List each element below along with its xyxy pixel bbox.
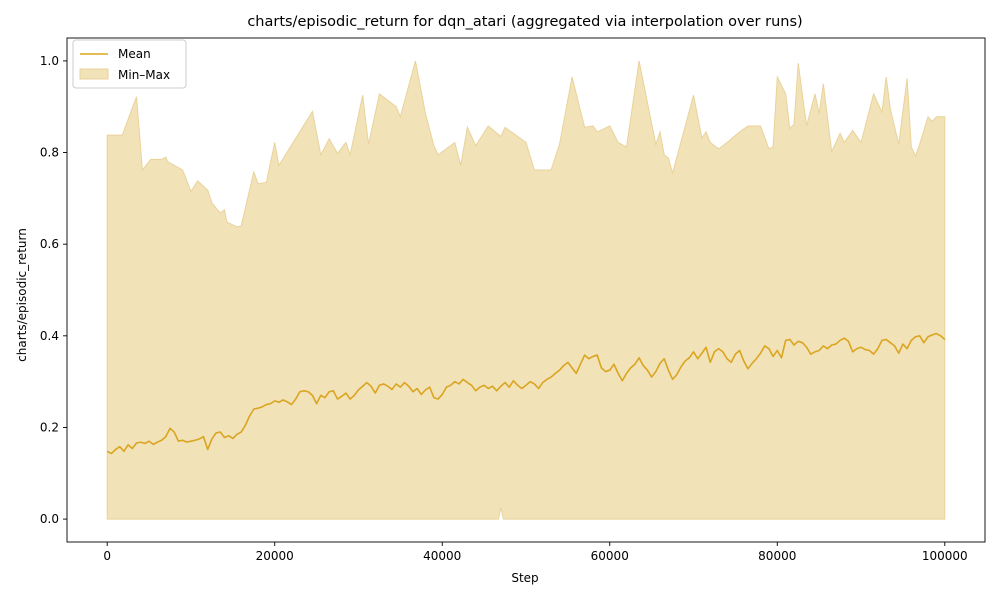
x-axis-label: Step: [511, 571, 538, 585]
y-tick-label: 0.0: [40, 512, 59, 526]
plot-area: [106, 60, 946, 520]
y-axis-label: charts/episodic_return: [15, 228, 29, 362]
axes-frame: [66, 37, 986, 543]
x-tick-label: 0: [103, 549, 111, 563]
y-tick-label: 0.8: [40, 146, 59, 160]
y-tick-label: 1.0: [40, 54, 59, 68]
legend: Mean Min–Max: [72, 39, 187, 89]
x-tick-label: 80000: [758, 549, 796, 563]
y-tick-label: 0.2: [40, 420, 59, 434]
x-axis: 0 20000 40000 60000 80000 100000: [103, 542, 968, 563]
x-tick-label: 20000: [256, 549, 294, 563]
y-tick-label: 0.4: [40, 329, 59, 343]
x-tick-label: 100000: [922, 549, 968, 563]
min-max-band: [106, 60, 946, 520]
y-axis: 0.0 0.2 0.4 0.6 0.8 1.0: [40, 54, 67, 526]
y-tick-label: 0.6: [40, 237, 59, 251]
x-tick-label: 60000: [591, 549, 629, 563]
mean-line: [106, 332, 946, 455]
chart-title: charts/episodic_return for dqn_atari (ag…: [247, 14, 802, 30]
legend-band-swatch: [79, 68, 109, 80]
legend-band-label: Min–Max: [118, 68, 170, 82]
legend-mean-label: Mean: [118, 47, 151, 61]
x-tick-label: 40000: [423, 549, 461, 563]
